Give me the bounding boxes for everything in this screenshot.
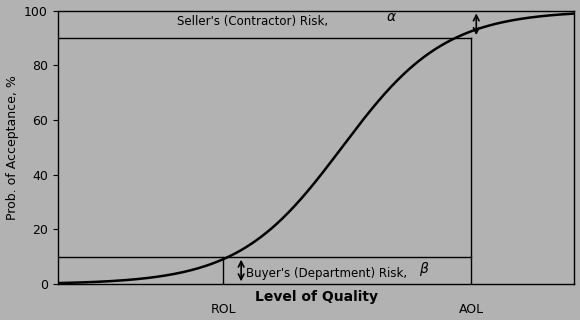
Text: Buyer's (Department) Risk,: Buyer's (Department) Risk,: [246, 267, 407, 280]
Text: $\beta$: $\beta$: [419, 260, 430, 278]
Text: ROL: ROL: [211, 303, 236, 316]
Text: $\alpha$: $\alpha$: [386, 10, 397, 24]
Y-axis label: Prob. of Acceptance, %: Prob. of Acceptance, %: [6, 75, 19, 220]
X-axis label: Level of Quality: Level of Quality: [255, 290, 378, 304]
Text: Seller's (Contractor) Risk,: Seller's (Contractor) Risk,: [177, 15, 332, 28]
Text: AOL: AOL: [459, 303, 484, 316]
